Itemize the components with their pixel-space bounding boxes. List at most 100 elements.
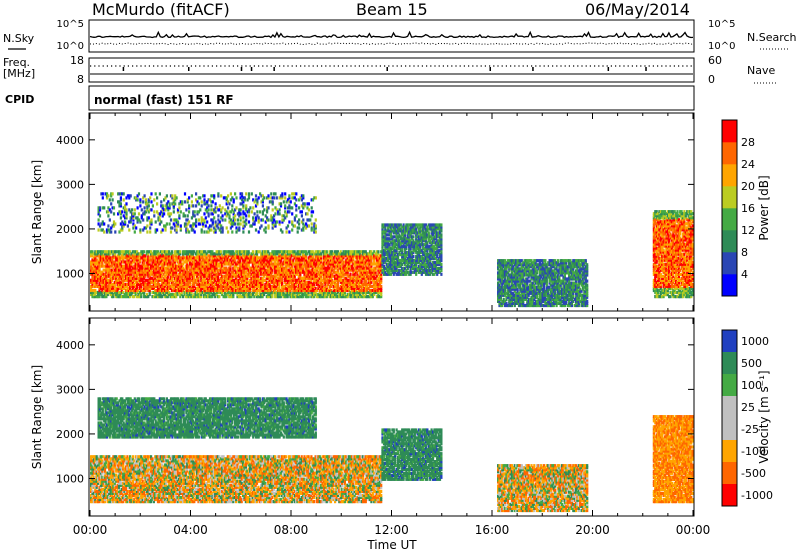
echo-cell [216, 254, 220, 258]
echo-cell [242, 280, 245, 284]
echo-cell [183, 268, 186, 272]
echo-cell [173, 264, 176, 268]
echo-cell [159, 254, 162, 258]
echo-cell [95, 260, 98, 264]
echo-cell [131, 286, 134, 290]
echo-cell [141, 262, 144, 266]
echo-cell [215, 250, 218, 254]
echo-cell [166, 295, 169, 299]
echo-cell [249, 260, 252, 264]
echo-cell [216, 270, 220, 274]
echo-cell [154, 280, 157, 284]
echo-cell [154, 264, 157, 268]
echo-cell [127, 250, 130, 254]
echo-cell [158, 282, 161, 286]
echo-cell [141, 266, 144, 270]
echo-cell [134, 286, 137, 290]
echo-cell [172, 256, 175, 260]
echo-cell [233, 280, 236, 284]
echo-cell [130, 280, 133, 284]
echo-cell [99, 256, 102, 260]
echo-cell [102, 284, 105, 288]
echo-cell [151, 270, 154, 274]
echo-cell [216, 286, 220, 290]
echo-cell [91, 290, 94, 295]
echo-cell [239, 252, 242, 256]
echo-cell [218, 284, 221, 288]
echo-cell [209, 268, 213, 272]
echo-cell [255, 252, 259, 256]
echo-cell [154, 290, 157, 295]
echo-cell [115, 292, 118, 297]
echo-cell [226, 290, 229, 295]
echo-cell [237, 274, 240, 278]
echo-cell [147, 284, 150, 288]
echo-cell [268, 266, 271, 270]
echo-cell [182, 272, 185, 276]
echo-cell [177, 278, 181, 282]
echo-cell [268, 260, 271, 264]
echo-cell [203, 276, 206, 280]
echo-cell [235, 262, 238, 266]
echo-cell [180, 276, 183, 280]
echo-cell [232, 252, 235, 256]
echo-cell [159, 286, 162, 290]
echo-cell [102, 280, 105, 284]
echo-cell [134, 270, 137, 274]
echo-cell [242, 288, 245, 293]
echo-cell [165, 266, 168, 270]
echo-cell [261, 272, 264, 276]
echo-cell [179, 252, 182, 256]
echo-cell [116, 292, 119, 297]
echo-cell [225, 256, 228, 260]
echo-cell [119, 295, 122, 299]
echo-cell [166, 290, 169, 295]
echo-cell [243, 258, 246, 262]
echo-cell [113, 264, 116, 268]
echo-cell [257, 282, 260, 286]
echo-cell [239, 264, 242, 268]
echo-cell [170, 254, 174, 258]
echo-cell [106, 272, 109, 276]
echo-cell [162, 288, 165, 293]
echo-cell [144, 282, 147, 286]
echo-cell [191, 252, 194, 256]
echo-cell [377, 250, 380, 254]
echo-cell [242, 262, 245, 266]
echo-cell [98, 260, 101, 264]
echo-cell [91, 295, 94, 299]
echo-cell [260, 260, 263, 264]
echo-cell [261, 286, 264, 290]
echo-cell [95, 272, 98, 276]
echo-cell [183, 250, 186, 254]
echo-cell [127, 295, 130, 299]
echo-cell [243, 274, 246, 278]
echo-cell [229, 250, 232, 254]
echo-cell [274, 292, 277, 297]
echo-cell [106, 258, 109, 262]
echo-cell [211, 254, 214, 258]
echo-cell [172, 266, 175, 270]
echo-cell [243, 262, 246, 266]
echo-cell [183, 278, 186, 282]
echo-cell [123, 270, 126, 274]
echo-cell [254, 258, 257, 262]
echo-cell [198, 270, 201, 274]
echo-cell [136, 250, 139, 254]
echo-cell [191, 254, 194, 258]
echo-cell [154, 256, 157, 260]
echo-cell [103, 272, 107, 276]
echo-cell [108, 268, 111, 272]
echo-cell [440, 223, 443, 227]
echo-cell [134, 264, 137, 268]
nsky-line [89, 30, 694, 39]
echo-cell [95, 268, 98, 272]
echo-cell [205, 272, 208, 276]
echo-cell [204, 256, 207, 260]
echo-cell [95, 254, 98, 258]
echo-cell [247, 264, 250, 268]
echo-cell [129, 272, 132, 276]
echo-cell [235, 254, 238, 258]
nave-label: Nave [747, 64, 775, 77]
echo-cell [191, 278, 194, 282]
